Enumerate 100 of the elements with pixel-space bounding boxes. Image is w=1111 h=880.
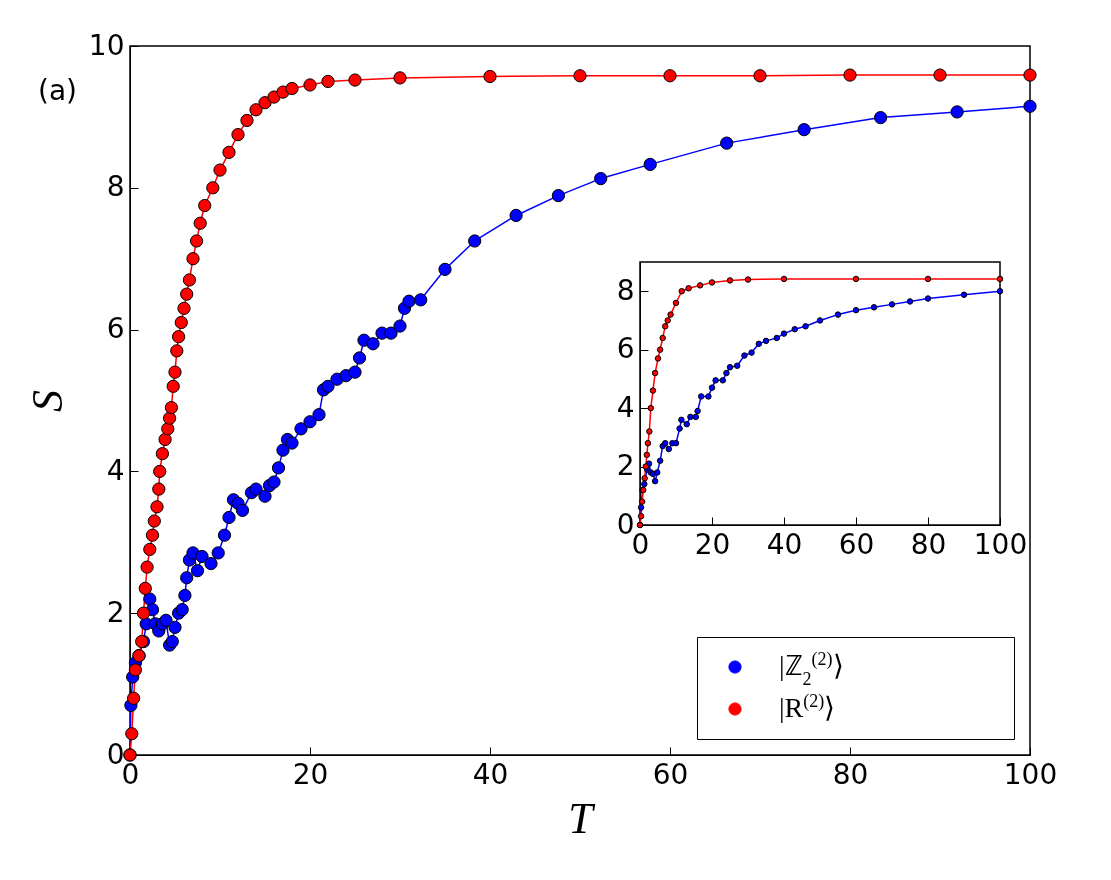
point xyxy=(685,285,692,292)
point xyxy=(654,469,661,476)
point xyxy=(136,606,151,620)
point xyxy=(672,439,680,447)
point xyxy=(637,513,645,520)
point xyxy=(696,282,704,289)
point xyxy=(802,323,809,330)
point xyxy=(206,181,220,195)
point xyxy=(996,287,1004,295)
point xyxy=(712,377,719,384)
point xyxy=(741,352,748,359)
point xyxy=(748,349,755,356)
point xyxy=(153,464,167,479)
point xyxy=(906,298,914,305)
point xyxy=(678,416,685,424)
point xyxy=(661,323,669,330)
point xyxy=(694,407,701,415)
x-tick-label: 60 xyxy=(838,527,875,561)
point xyxy=(321,74,335,89)
point xyxy=(189,234,204,248)
point xyxy=(663,69,677,83)
point xyxy=(126,691,141,705)
point xyxy=(646,428,653,435)
point xyxy=(641,475,648,482)
point xyxy=(656,346,664,353)
point xyxy=(676,425,683,432)
point xyxy=(659,334,666,342)
point xyxy=(697,393,705,400)
point xyxy=(647,404,655,412)
point xyxy=(186,252,200,266)
point xyxy=(678,287,685,295)
point xyxy=(719,377,727,384)
point xyxy=(996,275,1004,283)
point xyxy=(733,362,741,369)
point xyxy=(240,113,254,128)
point xyxy=(791,325,799,333)
point xyxy=(158,432,172,447)
point xyxy=(667,311,674,318)
point xyxy=(162,411,177,425)
x-tick-label: 60 xyxy=(652,757,689,791)
x-tick-label: 20 xyxy=(694,527,731,561)
point xyxy=(649,387,657,394)
point xyxy=(773,334,781,342)
point xyxy=(643,451,651,459)
point xyxy=(637,504,645,511)
x-tick-label: 100 xyxy=(973,527,1028,561)
legend-label: |R$^{(2)}$⟩ xyxy=(779,691,836,723)
point xyxy=(249,103,263,117)
point xyxy=(161,422,175,436)
point xyxy=(213,163,227,177)
point xyxy=(285,81,299,96)
point xyxy=(834,311,842,318)
point xyxy=(708,384,716,391)
point xyxy=(780,330,788,337)
point xyxy=(170,344,184,358)
x-axis-title: T xyxy=(568,793,597,843)
point xyxy=(145,528,160,542)
point xyxy=(664,317,671,324)
y-tick-label: 6 xyxy=(616,332,635,366)
y-tick-label: 2 xyxy=(616,449,635,483)
point xyxy=(924,295,932,302)
point xyxy=(222,145,236,159)
point xyxy=(166,379,180,393)
point xyxy=(303,78,317,92)
x-tick-label: 80 xyxy=(832,757,869,791)
point xyxy=(651,369,659,377)
point xyxy=(393,71,407,85)
y-tick-label: 8 xyxy=(106,170,125,204)
x-tick-label: 80 xyxy=(910,527,947,561)
point xyxy=(933,68,947,82)
point xyxy=(705,393,712,400)
point xyxy=(164,400,179,415)
point xyxy=(155,447,170,461)
point xyxy=(348,73,362,87)
y-tick-label: 10 xyxy=(88,28,125,62)
point xyxy=(174,315,188,330)
point xyxy=(654,355,662,362)
point xyxy=(726,277,734,284)
point xyxy=(258,96,272,110)
point xyxy=(193,216,207,230)
point xyxy=(231,128,245,142)
point xyxy=(656,457,664,464)
point xyxy=(753,69,767,83)
point xyxy=(177,301,191,315)
point xyxy=(143,542,157,556)
y-tick-label: 6 xyxy=(106,312,125,346)
y-tick-label: 4 xyxy=(616,390,635,424)
point xyxy=(843,68,857,82)
point xyxy=(852,275,860,283)
point xyxy=(267,90,281,104)
point xyxy=(168,365,182,379)
y-axis-title: S xyxy=(22,390,72,412)
point xyxy=(128,663,143,677)
point xyxy=(138,581,152,595)
x-tick-label: 40 xyxy=(472,757,509,791)
point xyxy=(651,477,659,485)
point xyxy=(644,439,652,447)
x-tick-label: 40 xyxy=(766,527,803,561)
point xyxy=(182,273,197,287)
point xyxy=(683,420,691,428)
